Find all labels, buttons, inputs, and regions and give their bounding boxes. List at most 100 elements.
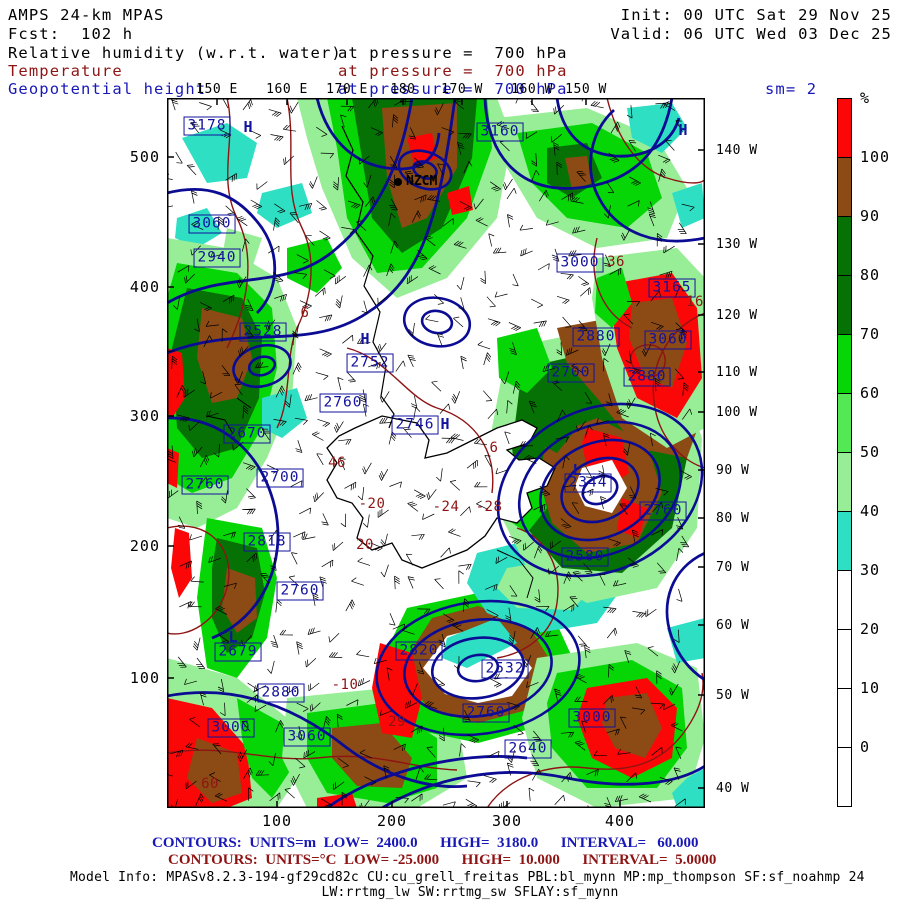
height-contour-label: 3000 xyxy=(556,253,604,273)
height-contour-label: 3000 xyxy=(207,718,255,738)
top-longitude-label: 180 xyxy=(390,82,416,97)
height-contour-label: 2700 xyxy=(547,363,595,383)
high-center-marker: H xyxy=(440,415,450,433)
right-longitude-label: 120 W xyxy=(716,308,758,323)
right-longitude-label: 70 W xyxy=(716,560,750,575)
forecast-map: 3178 3060 2940 2528 2752 2760 2746 3160 3000 3165… xyxy=(167,98,705,808)
y-axis-tick-label: 300 xyxy=(129,407,160,425)
colorbar-tick-label: 20 xyxy=(860,620,881,638)
colorbar-tick-label: 70 xyxy=(860,325,881,343)
temperature-contour-label: -10 xyxy=(331,677,359,693)
field-hgt-level: at pressure = 700 hPa xyxy=(338,80,568,98)
colorbar-segment xyxy=(837,157,852,217)
height-contour-label: 2760 xyxy=(276,581,324,601)
colorbar-segment xyxy=(837,98,852,158)
temperature-contour-label: 6 xyxy=(300,305,310,321)
field-temp-label: Temperature xyxy=(8,62,123,80)
top-longitude-label: 170 E xyxy=(326,82,368,97)
height-contour-label: 2760 xyxy=(462,703,510,723)
field-temp-level: at pressure = 700 hPa xyxy=(338,62,568,80)
model-info: Model Info: MPASv8.2.3-194-gf29cd82c CU:… xyxy=(70,870,865,885)
height-contour-label: 2580 xyxy=(561,547,609,567)
right-longitude-label: 90 W xyxy=(716,463,750,478)
height-contour-label: 2670 xyxy=(223,424,271,444)
right-longitude-label: 110 W xyxy=(716,365,758,380)
height-contour-info: CONTOURS: UNITS=m LOW= 2400.0 HIGH= 3180… xyxy=(152,835,699,851)
height-contour-label: 2880 xyxy=(623,367,671,387)
colorbar-segment xyxy=(837,511,852,571)
y-axis-tick-label: 500 xyxy=(129,148,160,166)
y-axis-tick-label: 100 xyxy=(129,669,160,687)
right-longitude-label: 50 W xyxy=(716,688,750,703)
height-contour-label: 2760 xyxy=(181,475,229,495)
height-contour-label: 3060 xyxy=(283,727,331,747)
field-rh-label: Relative humidity (w.r.t. water) xyxy=(8,44,342,62)
height-contour-label: 2752 xyxy=(346,353,394,373)
temperature-contour-label: 36 xyxy=(607,254,625,270)
wind-barbs xyxy=(167,98,695,808)
colorbar-tick-label: 10 xyxy=(860,679,881,697)
right-longitude-label: 40 W xyxy=(716,781,750,796)
model-title: AMPS 24-km MPAS xyxy=(8,6,165,24)
top-longitude-label: 170 W xyxy=(441,82,483,97)
low-center-marker: L xyxy=(228,628,238,646)
map-label-overlay: 3178 3060 2940 2528 2752 2760 2746 3160 3000 3165… xyxy=(167,98,705,808)
y-axis-tick-label: 200 xyxy=(129,537,160,555)
height-contour-label: 3160 xyxy=(476,122,524,142)
colorbar-segment xyxy=(837,747,852,807)
temperature-contour-label: 16 xyxy=(686,294,704,310)
top-longitude-label: 160 E xyxy=(266,82,308,97)
colorbar-tick-label: 0 xyxy=(860,738,871,756)
temperature-contour-label: 6 xyxy=(489,440,499,456)
field-rh-level: at pressure = 700 hPa xyxy=(338,44,568,62)
top-longitude-label: 150 W xyxy=(565,82,607,97)
height-contour-label: 2940 xyxy=(193,248,241,268)
height-contour-label: 3060 xyxy=(188,214,236,234)
height-contour-label: 2700 xyxy=(256,468,304,488)
right-longitude-label: 100 W xyxy=(716,405,758,420)
station-label: NZCM xyxy=(406,174,438,189)
colorbar-segment xyxy=(837,216,852,276)
temperature-contour-label: 29 xyxy=(388,714,406,730)
x-axis-tick-label: 400 xyxy=(604,812,636,830)
x-axis-tick-label: 300 xyxy=(491,812,523,830)
low-center-marker: L xyxy=(572,461,582,479)
map-canvas xyxy=(167,98,705,808)
colorbar-segment xyxy=(837,334,852,394)
high-center-marker: H xyxy=(360,330,370,348)
high-center-marker: H xyxy=(243,118,253,136)
right-longitude-label: 130 W xyxy=(716,237,758,252)
height-contour-label: 2344 xyxy=(564,473,612,493)
top-longitude-label: 150 E xyxy=(196,82,238,97)
colorbar-tick-label: 30 xyxy=(860,561,881,579)
right-longitude-label: 60 W xyxy=(716,618,750,633)
temperature-contour-label: 46 xyxy=(328,455,346,471)
colorbar-tick-label: 60 xyxy=(860,384,881,402)
height-contour-label: 2760 xyxy=(319,393,367,413)
temperature-contour-label: 20 xyxy=(356,537,374,553)
temperature-contour-label: -24 xyxy=(432,499,460,515)
x-axis-tick-label: 200 xyxy=(376,812,408,830)
height-contour-label: 2880 xyxy=(257,683,305,703)
colorbar-tick-label: 100 xyxy=(860,148,891,166)
height-contour-label: 3165 xyxy=(648,278,696,298)
temperature-contour-label: -28 xyxy=(475,499,503,515)
top-longitude-label: 160 W xyxy=(511,82,553,97)
height-contour-label: 3060 xyxy=(644,330,692,350)
height-contour-label: 2880 xyxy=(572,327,620,347)
physics-info: LW:rrtmg_lw SW:rrtmg_sw SFLAY:sf_mynn xyxy=(321,885,619,900)
field-hgt-label: Geopotential height xyxy=(8,80,207,98)
colorbar-tick-label: 90 xyxy=(860,207,881,225)
height-contour-label: 3000 xyxy=(568,708,616,728)
colorbar-segment xyxy=(837,275,852,335)
colorbar-segment xyxy=(837,452,852,512)
colorbar-segment xyxy=(837,688,852,748)
temperature-contour-label: 60 xyxy=(201,776,219,792)
colorbar-unit: % xyxy=(860,89,871,107)
colorbar-tick-label: 80 xyxy=(860,266,881,284)
height-contour-label: 2818 xyxy=(243,532,291,552)
colorbar-tick-label: 50 xyxy=(860,443,881,461)
height-contour-label: 2679 xyxy=(214,642,262,662)
x-axis-tick-label: 100 xyxy=(261,812,293,830)
smoothing-label: sm= 2 xyxy=(765,80,818,98)
